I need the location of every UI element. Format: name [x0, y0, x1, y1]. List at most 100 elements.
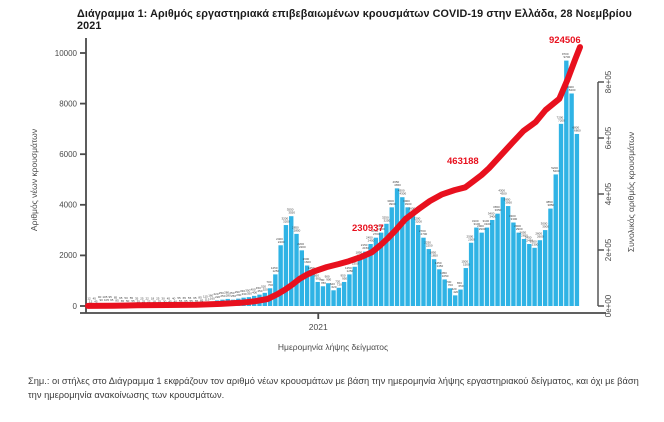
svg-text:1250: 1250	[308, 266, 315, 270]
svg-text:65: 65	[184, 299, 188, 303]
svg-text:65: 65	[119, 296, 123, 300]
svg-text:2250: 2250	[424, 241, 431, 245]
svg-text:1250: 1250	[347, 269, 354, 273]
svg-text:950: 950	[316, 277, 321, 281]
svg-text:1450: 1450	[435, 261, 442, 265]
svg-text:520: 520	[263, 287, 268, 291]
svg-text:4650: 4650	[394, 183, 401, 187]
svg-text:0: 0	[73, 302, 78, 311]
svg-text:3550: 3550	[287, 208, 294, 212]
svg-text:2850: 2850	[292, 225, 299, 229]
svg-text:8000: 8000	[59, 99, 77, 108]
svg-text:3650: 3650	[495, 208, 502, 212]
svg-text:700: 700	[446, 280, 451, 284]
svg-text:2650: 2650	[521, 234, 528, 238]
svg-text:3200: 3200	[281, 217, 288, 221]
svg-text:3200: 3200	[414, 217, 421, 221]
svg-text:65: 65	[195, 299, 199, 303]
svg-text:720: 720	[337, 282, 342, 286]
svg-text:Αριθμός νέων κρουσμάτων: Αριθμός νέων κρουσμάτων	[29, 129, 39, 231]
svg-text:1500: 1500	[461, 260, 468, 264]
svg-text:90: 90	[98, 295, 102, 299]
svg-text:650: 650	[457, 281, 462, 285]
svg-text:8400: 8400	[569, 88, 576, 92]
svg-text:160: 160	[210, 297, 215, 301]
svg-text:720: 720	[335, 279, 340, 283]
svg-text:220: 220	[215, 295, 220, 299]
svg-text:2450: 2450	[368, 239, 375, 243]
svg-text:1600: 1600	[304, 260, 311, 264]
svg-text:2200: 2200	[299, 245, 306, 249]
svg-text:3850: 3850	[546, 200, 553, 204]
svg-text:85: 85	[200, 298, 204, 302]
svg-text:25: 25	[140, 297, 144, 301]
svg-text:95: 95	[110, 298, 114, 302]
svg-text:1500: 1500	[463, 263, 470, 267]
tick-labels: 0 2000 4000 6000 8000 10000 0e+00 2e+05 4e+05 6e+…	[55, 49, 613, 332]
svg-text:3600: 3600	[408, 206, 415, 210]
svg-text:65: 65	[193, 296, 197, 300]
svg-text:350: 350	[247, 292, 252, 296]
svg-text:3400: 3400	[489, 215, 496, 219]
svg-text:2400: 2400	[278, 240, 285, 244]
svg-text:4300: 4300	[398, 189, 405, 193]
svg-text:6800: 6800	[574, 129, 581, 133]
svg-text:700: 700	[448, 283, 453, 287]
svg-text:2900: 2900	[514, 224, 521, 228]
svg-text:3100: 3100	[472, 219, 479, 223]
svg-text:2450: 2450	[525, 236, 532, 240]
svg-text:30: 30	[161, 297, 165, 301]
annotation-463188: 463188	[447, 156, 479, 167]
svg-text:400: 400	[252, 290, 257, 294]
svg-text:700: 700	[268, 283, 273, 287]
svg-text:5200: 5200	[553, 169, 560, 173]
svg-text:3950: 3950	[505, 201, 512, 205]
svg-text:3650: 3650	[493, 205, 500, 209]
svg-text:35: 35	[137, 300, 141, 304]
svg-text:780: 780	[321, 281, 326, 285]
svg-text:280: 280	[224, 290, 229, 294]
svg-text:1250: 1250	[272, 269, 279, 273]
svg-text:2250: 2250	[426, 244, 433, 248]
svg-text:22: 22	[146, 297, 150, 301]
svg-text:90: 90	[100, 298, 104, 302]
svg-text:2200: 2200	[297, 242, 304, 246]
svg-text:520: 520	[261, 284, 266, 288]
svg-text:4e+05: 4e+05	[604, 182, 613, 205]
svg-text:450: 450	[257, 289, 262, 293]
svg-text:3950: 3950	[504, 198, 511, 202]
svg-text:950: 950	[340, 274, 345, 278]
svg-text:3850: 3850	[548, 203, 555, 207]
svg-text:4300: 4300	[498, 189, 505, 193]
svg-text:50: 50	[126, 299, 130, 303]
svg-text:2500: 2500	[467, 234, 474, 238]
svg-text:0e+00: 0e+00	[604, 294, 613, 317]
svg-text:3900: 3900	[403, 199, 410, 203]
svg-text:50: 50	[124, 296, 128, 300]
svg-text:105: 105	[102, 295, 107, 299]
bars-new-cases	[88, 60, 580, 307]
svg-text:7200: 7200	[558, 118, 565, 122]
svg-text:45: 45	[167, 296, 171, 300]
svg-text:400: 400	[250, 287, 255, 291]
svg-text:1550: 1550	[352, 261, 359, 265]
svg-text:330: 330	[240, 289, 245, 293]
svg-text:950: 950	[314, 274, 319, 278]
svg-text:12: 12	[87, 297, 91, 301]
svg-text:115: 115	[205, 298, 210, 302]
svg-text:420: 420	[453, 290, 458, 294]
svg-text:6800: 6800	[572, 126, 579, 130]
svg-text:55: 55	[177, 296, 181, 300]
svg-text:1050: 1050	[440, 271, 447, 275]
svg-text:65: 65	[121, 299, 125, 303]
svg-text:2450: 2450	[526, 239, 533, 243]
svg-text:55: 55	[130, 296, 134, 300]
svg-text:420: 420	[452, 287, 457, 291]
svg-text:45: 45	[94, 299, 98, 303]
svg-text:2900: 2900	[477, 224, 484, 228]
svg-text:330: 330	[242, 292, 247, 296]
svg-text:290: 290	[235, 290, 240, 294]
svg-text:9700: 9700	[562, 52, 569, 56]
